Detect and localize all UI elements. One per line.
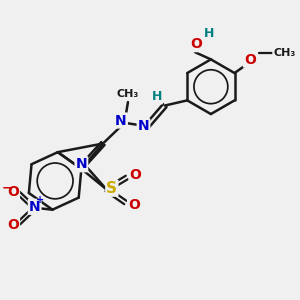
Text: N: N: [115, 113, 127, 128]
Text: CH₃: CH₃: [117, 89, 139, 99]
Text: O: O: [190, 37, 202, 51]
Text: −: −: [2, 182, 12, 195]
Text: N: N: [138, 119, 149, 133]
Text: H: H: [152, 90, 162, 104]
Text: S: S: [106, 181, 117, 196]
Text: N: N: [76, 157, 87, 171]
Text: O: O: [7, 185, 19, 199]
Text: O: O: [130, 168, 141, 182]
Text: +: +: [36, 195, 44, 205]
Text: N: N: [29, 200, 40, 214]
Text: O: O: [7, 218, 19, 232]
Text: O: O: [244, 52, 256, 67]
Text: H: H: [204, 27, 214, 40]
Text: CH₃: CH₃: [273, 48, 296, 58]
Text: O: O: [128, 198, 140, 212]
